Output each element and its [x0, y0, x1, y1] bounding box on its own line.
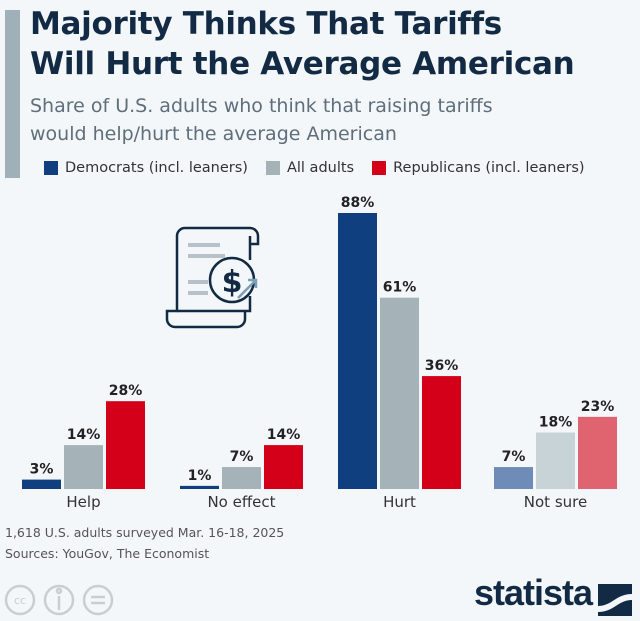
tariff-document-dollar-icon: $	[165, 226, 260, 329]
data-label: 14%	[67, 427, 101, 443]
cc-icon	[4, 584, 36, 616]
category-label: Not sure	[524, 493, 587, 511]
data-label: 7%	[230, 449, 254, 465]
category-label: Hurt	[383, 493, 416, 511]
data-label: 7%	[502, 449, 526, 465]
bar	[422, 376, 461, 489]
legend-label: All adults	[286, 160, 355, 176]
accent-bar	[5, 10, 20, 178]
no-derivatives-icon	[82, 584, 114, 616]
bar	[494, 467, 533, 489]
bar	[22, 479, 61, 489]
bar	[338, 213, 377, 489]
bar	[578, 416, 617, 489]
category-label: Help	[66, 493, 100, 511]
title-line-2: Will Hurt the Average American	[30, 46, 575, 82]
data-label: 14%	[267, 427, 301, 443]
svg-text:cc: cc	[14, 594, 26, 607]
sources-note: Sources: YouGov, The Economist	[5, 546, 210, 561]
data-label: 61%	[383, 280, 417, 296]
data-label: 3%	[30, 462, 54, 478]
bar	[264, 445, 303, 489]
legend-swatch	[44, 161, 58, 175]
statista-logo-mark	[598, 584, 632, 616]
data-label: 88%	[341, 195, 375, 211]
statista-logo: statista	[473, 572, 593, 613]
legend-item-all-adults: All adults	[265, 160, 355, 176]
attribution-icon	[43, 584, 75, 616]
legend-item-republicans: Republicans (incl. leaners)	[372, 160, 585, 176]
data-label: 1%	[188, 468, 212, 484]
legend: Democrats (incl. leaners) All adults Rep…	[44, 160, 585, 176]
bar	[380, 297, 419, 489]
legend-item-democrats: Democrats (incl. leaners)	[44, 160, 248, 176]
license-icons: cc	[4, 584, 114, 616]
bar	[106, 401, 145, 489]
survey-note: 1,618 U.S. adults surveyed Mar. 16-18, 2…	[5, 525, 285, 540]
bar	[222, 467, 261, 489]
bar	[536, 432, 575, 489]
bar	[64, 445, 103, 489]
bars: 3% 14% 28% Help 1% 7% 14% No effect 88% 61% 36% Hur…	[22, 195, 617, 511]
legend-swatch	[265, 161, 280, 175]
data-label: 28%	[109, 383, 143, 399]
bar	[180, 485, 219, 489]
title-line-1: Majority Thinks That Tariffs	[30, 6, 502, 42]
data-label: 36%	[425, 358, 459, 374]
legend-swatch	[372, 161, 387, 175]
legend-label: Democrats (incl. leaners)	[65, 160, 248, 176]
svg-text:$: $	[222, 265, 243, 300]
legend-label: Republicans (incl. leaners)	[393, 160, 585, 176]
subtitle-line-1: Share of U.S. adults who think that rais…	[30, 95, 493, 117]
data-label: 18%	[539, 415, 573, 431]
chart-title: Majority Thinks That Tariffs Will Hurt th…	[30, 4, 575, 84]
chart-subtitle: Share of U.S. adults who think that rais…	[30, 92, 493, 148]
data-label: 23%	[581, 399, 615, 415]
subtitle-line-2: would help/hurt the average American	[30, 123, 397, 145]
category-label: No effect	[207, 493, 275, 511]
